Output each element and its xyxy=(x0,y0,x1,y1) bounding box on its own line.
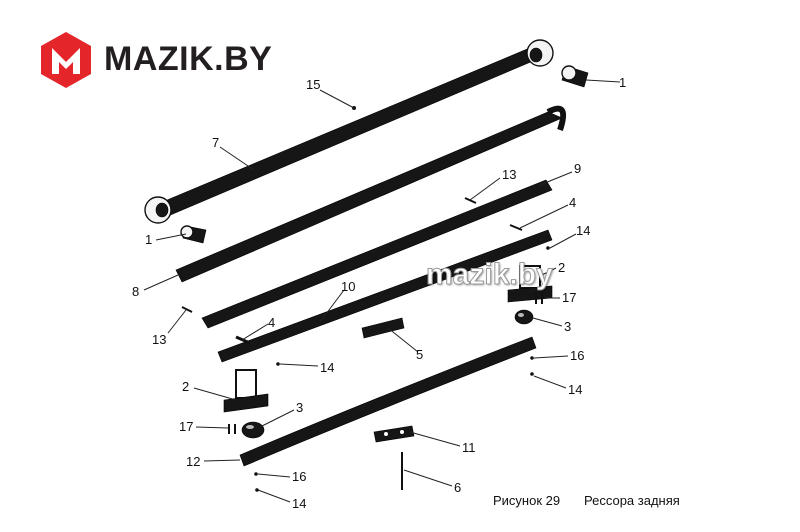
watermark: mazik.by xyxy=(426,258,554,292)
bushing-1-right xyxy=(561,65,589,88)
callout-7: 7 xyxy=(212,135,220,150)
plate-11 xyxy=(373,425,415,443)
logo-mark-icon xyxy=(41,32,91,88)
callout-11: 11 xyxy=(462,440,476,455)
rivet-17-right xyxy=(535,292,543,304)
callout-10: 10 xyxy=(341,279,356,294)
bolt-14-b xyxy=(530,372,534,376)
clip-4-lower xyxy=(235,335,251,345)
bolt-14-d xyxy=(255,488,259,492)
callout-15: 15 xyxy=(306,77,321,92)
plate-5 xyxy=(361,317,405,339)
clamp-2-left xyxy=(223,369,269,413)
callout-5: 5 xyxy=(416,347,424,362)
callout-14-d: 14 xyxy=(292,496,307,511)
callout-16-a: 16 xyxy=(570,348,585,363)
callout-1-left: 1 xyxy=(145,232,153,247)
leaf-9 xyxy=(201,179,553,329)
pin-13-lower xyxy=(181,306,193,313)
rivet-17-left xyxy=(228,424,236,434)
callout-13-upper: 13 xyxy=(502,167,517,182)
callout-14-b: 14 xyxy=(568,382,583,397)
leaf-12 xyxy=(239,336,537,467)
callout-16-b: 16 xyxy=(292,469,307,484)
pad-3-left xyxy=(241,421,265,439)
leaf-8 xyxy=(175,105,566,283)
callout-2-left: 2 xyxy=(182,379,190,394)
callout-3-right: 3 xyxy=(564,319,572,334)
pad-3-right xyxy=(514,309,534,325)
leaf-7 xyxy=(144,39,554,224)
callout-17-right: 17 xyxy=(562,290,577,305)
callout-9: 9 xyxy=(574,161,582,176)
callout-6: 6 xyxy=(454,480,462,495)
leaf-10 xyxy=(217,224,553,363)
callout-8: 8 xyxy=(132,284,140,299)
callout-1-right: 1 xyxy=(619,75,627,90)
site-logo[interactable]: MAZIK.BY xyxy=(38,30,278,90)
callout-14-c: 14 xyxy=(320,360,335,375)
bushing-1-left xyxy=(180,225,207,244)
callout-12: 12 xyxy=(186,454,201,469)
callout-3-left: 3 xyxy=(296,400,304,415)
callout-4-upper: 4 xyxy=(569,195,577,210)
bolt-14-c xyxy=(276,362,280,366)
callout-14-a: 14 xyxy=(576,223,591,238)
bolt-14-a xyxy=(546,246,550,250)
figure-title: Рессора задняя xyxy=(584,493,680,508)
nut-16-b xyxy=(254,472,258,476)
callout-2-right: 2 xyxy=(558,260,566,275)
callout-13-lower: 13 xyxy=(152,332,167,347)
figure-number: Рисунок 29 xyxy=(493,493,561,508)
callout-4-lower: 4 xyxy=(268,315,276,330)
leader-lines xyxy=(143,79,621,503)
logo-text: MAZIK.BY xyxy=(104,40,273,78)
pin-13-upper xyxy=(464,197,477,204)
nut-16-a xyxy=(530,356,534,360)
callout-17-left: 17 xyxy=(179,419,194,434)
